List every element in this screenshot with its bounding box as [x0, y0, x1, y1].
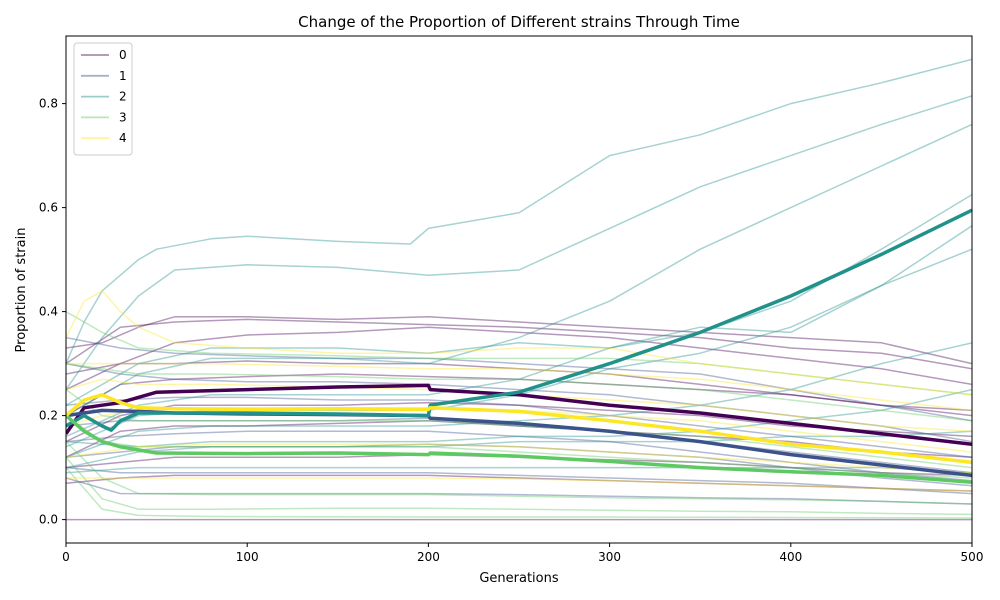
series-3-run-0 — [66, 310, 972, 396]
legend-box — [73, 42, 133, 156]
series-1-run-5 — [66, 443, 972, 487]
series-2-run-9 — [66, 466, 972, 474]
plot-frame — [65, 35, 973, 544]
series-3-run-6 — [66, 467, 972, 519]
x-tick-label: 400 — [779, 550, 802, 564]
x-axis: 0 100 200 300 400 500 — [62, 543, 983, 564]
y-axis-label: Proportion of strain — [14, 228, 29, 353]
chart-title: Change of the Proportion of Different st… — [298, 13, 740, 31]
plot-area — [66, 58, 972, 521]
series-0-run-8 — [66, 474, 972, 492]
series-0-run-2 — [66, 326, 972, 391]
series-4-run-5 — [66, 477, 972, 492]
series-3-run-2 — [66, 388, 972, 469]
legend: 0 1 2 3 4 — [73, 42, 133, 156]
series-0-mean-line — [66, 383, 972, 446]
series-1-run-1 — [66, 362, 972, 443]
series-3-run-4 — [66, 441, 972, 505]
series-0-run-1 — [66, 318, 972, 370]
series-3-mean-line — [66, 414, 972, 484]
series-0-run-6 — [66, 420, 972, 458]
series-2-mean-line — [66, 208, 972, 432]
x-tick-label: 200 — [417, 550, 440, 564]
legend-label-3: 3 — [119, 110, 127, 124]
y-tick-label: 0.2 — [39, 409, 58, 423]
series-2-run-7 — [66, 388, 972, 448]
series-1-run-0 — [66, 336, 972, 422]
series-3-run-1 — [66, 362, 972, 422]
series-2-run-2 — [66, 123, 972, 417]
series-1-run-4 — [66, 430, 972, 482]
x-tick-label: 300 — [598, 550, 621, 564]
y-axis: 0.0 0.2 0.4 0.6 0.8 — [39, 97, 66, 527]
series-4-run-0 — [66, 290, 972, 396]
y-tick-label: 0.0 — [39, 513, 58, 527]
legend-label-4: 4 — [119, 131, 127, 145]
legend-label-1: 1 — [119, 69, 127, 83]
x-tick-label: 100 — [236, 550, 259, 564]
series-2-run-6 — [66, 342, 972, 458]
series-0-run-0 — [66, 316, 972, 365]
legend-label-2: 2 — [119, 90, 127, 104]
legend-label-0: 0 — [119, 48, 127, 62]
x-tick-label: 500 — [961, 550, 984, 564]
series-2-run-0 — [66, 58, 972, 364]
y-tick-label: 0.8 — [39, 97, 58, 111]
series-2-run-1 — [66, 95, 972, 391]
x-tick-label: 0 — [62, 550, 70, 564]
series-0-run-4 — [66, 373, 972, 417]
series-4-mean-line — [66, 393, 972, 465]
series-1-run-7 — [66, 477, 972, 505]
series-3-run-3 — [66, 414, 972, 479]
y-tick-label: 0.4 — [39, 305, 58, 319]
x-axis-label: Generations — [479, 571, 559, 586]
series-3-run-5 — [66, 456, 972, 516]
series-2-run-4 — [66, 225, 972, 438]
series-1-run-6 — [66, 466, 972, 495]
y-tick-label: 0.6 — [39, 201, 58, 215]
series-0-run-3 — [66, 360, 972, 417]
series-2-run-8 — [66, 430, 972, 469]
series-4-run-1 — [66, 362, 972, 412]
series-1-run-2 — [66, 396, 972, 458]
